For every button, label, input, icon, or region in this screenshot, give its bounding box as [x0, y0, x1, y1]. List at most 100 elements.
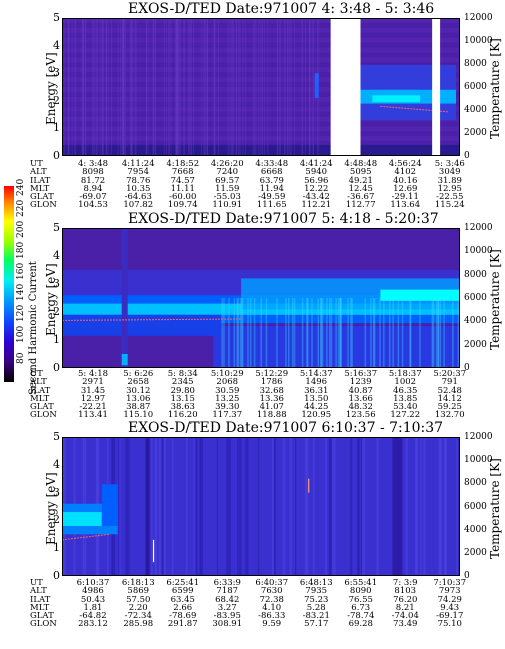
noise-stripe	[195, 437, 198, 576]
noise-stripe	[456, 437, 459, 576]
noise-stripe	[190, 18, 192, 156]
noise-stripe	[110, 18, 112, 156]
colorbar-tick: 120	[16, 304, 26, 322]
energy-band	[62, 106, 460, 112]
table-cell: 7973	[438, 586, 461, 597]
temperature-tick: 2000	[464, 339, 487, 350]
noise-stripe	[376, 437, 379, 576]
table-cell: 5940	[305, 167, 328, 178]
table-cell: 73.49	[393, 619, 418, 630]
noise-stripe	[241, 298, 244, 368]
energy-tick: 5	[53, 11, 60, 24]
table-cell: 6668	[260, 167, 283, 178]
low-band	[62, 314, 222, 336]
table-cell: 57.50	[126, 594, 151, 605]
table-cell: 6:18:13	[121, 578, 155, 588]
noise-stripe	[101, 18, 103, 156]
table-cell: 8103	[394, 586, 417, 597]
noise-stripe	[68, 18, 70, 156]
table-cell: 116.20	[167, 410, 198, 421]
noise-stripe	[304, 18, 306, 156]
noise-stripe	[335, 298, 337, 368]
table-cell: 32.68	[259, 385, 284, 396]
noise-stripe	[276, 18, 278, 156]
noise-stripe	[435, 298, 438, 368]
noise-stripe	[244, 18, 246, 156]
noise-stripe	[74, 18, 76, 156]
table-cell: 13.36	[259, 393, 284, 404]
table-cell: -64.63	[124, 192, 152, 203]
table-cell: 104.53	[78, 200, 108, 211]
table-cell: 4:48:48	[344, 159, 378, 169]
table-cell: 6:55:41	[344, 578, 378, 588]
table-row: ALT 2971 2658 2345 2068 1786 1496 1239 1002 791	[30, 377, 472, 388]
noise-stripe	[82, 18, 84, 156]
noise-stripe	[265, 298, 268, 368]
table-cell: 12.69	[393, 183, 418, 194]
table-cell: 12.45	[348, 183, 373, 194]
noise-stripe	[431, 298, 434, 368]
noise-stripe	[150, 437, 153, 576]
table-cell: 8098	[82, 167, 104, 178]
temperature-tick: 4000	[464, 524, 487, 535]
table-cell: 2.20	[128, 602, 148, 613]
noise-stripe	[252, 18, 254, 156]
spike-stripe	[392, 437, 403, 576]
table-cell: 74.57	[170, 175, 195, 186]
noise-stripe	[82, 18, 84, 156]
table-row: ALT 8098 7954 7668 7240 6668 5940 5095 4102 3049	[30, 167, 472, 178]
energy-tick: 4	[53, 249, 60, 262]
table-row: ILAT 81.72 78.76 74.57 69.57 63.79 56.96 49.21 4…	[30, 175, 472, 186]
energy-band	[62, 87, 460, 92]
noise-stripe	[290, 18, 292, 156]
table-cell: 4.10	[262, 602, 282, 613]
energy-tick: 3	[53, 66, 60, 80]
noise-stripe	[206, 18, 208, 156]
table-cell: 2068	[216, 377, 239, 388]
spike-blob	[121, 354, 128, 366]
noise-stripe	[91, 18, 93, 156]
table-cell: 3049	[438, 167, 461, 178]
table-cell: 2.66	[173, 602, 193, 613]
noise-stripe	[159, 437, 161, 576]
energy-tick: 3	[53, 485, 60, 499]
noise-stripe	[280, 18, 282, 156]
table-cell: -78.74	[347, 611, 375, 622]
table-cell: 132.70	[434, 410, 465, 421]
table-cell: 6:48:13	[299, 578, 333, 588]
table-cell: -43.42	[302, 192, 330, 203]
energy-tick: 4	[53, 38, 60, 52]
table-cell: 283.12	[78, 619, 108, 630]
table-cell: 81.72	[80, 175, 106, 186]
colorbar-tick: 220	[16, 199, 26, 217]
energy-tick: 1	[53, 121, 60, 135]
noise-stripe	[401, 298, 404, 368]
energy-band	[101, 484, 118, 526]
noise-stripe	[188, 18, 190, 156]
temperature-axis-label: Temperature [K]	[488, 249, 502, 350]
row-label: UT	[30, 369, 43, 379]
table-cell: 12.95	[437, 183, 462, 194]
colorbar-tick: 100	[16, 325, 26, 343]
noise-stripe	[118, 437, 121, 576]
temperature-tick: 10000	[464, 36, 493, 46]
noise-stripe	[289, 18, 291, 156]
noise-stripe	[285, 298, 287, 368]
table-cell: 113.41	[78, 410, 108, 421]
energy-tick: 3	[53, 277, 60, 290]
table-cell: 76.55	[348, 594, 373, 605]
table-cell: 4:33:48	[255, 159, 289, 169]
noise-stripe	[379, 298, 381, 368]
noise-stripe	[119, 18, 121, 156]
noise-stripe	[99, 18, 101, 156]
table-cell: 14.12	[437, 393, 462, 404]
noise-stripe	[247, 298, 249, 368]
row-label: UT	[30, 578, 43, 588]
noise-stripe	[236, 298, 239, 368]
panel-title: EXOS-D/TED Date:971007 4: 3:48 - 5: 3:46	[128, 1, 435, 17]
noise-stripe	[183, 18, 185, 156]
noise-stripe	[235, 18, 237, 156]
table-cell: 115.24	[434, 200, 465, 211]
table-cell: 4:26:20	[210, 159, 244, 169]
colorbar-tick: 160	[16, 262, 26, 280]
